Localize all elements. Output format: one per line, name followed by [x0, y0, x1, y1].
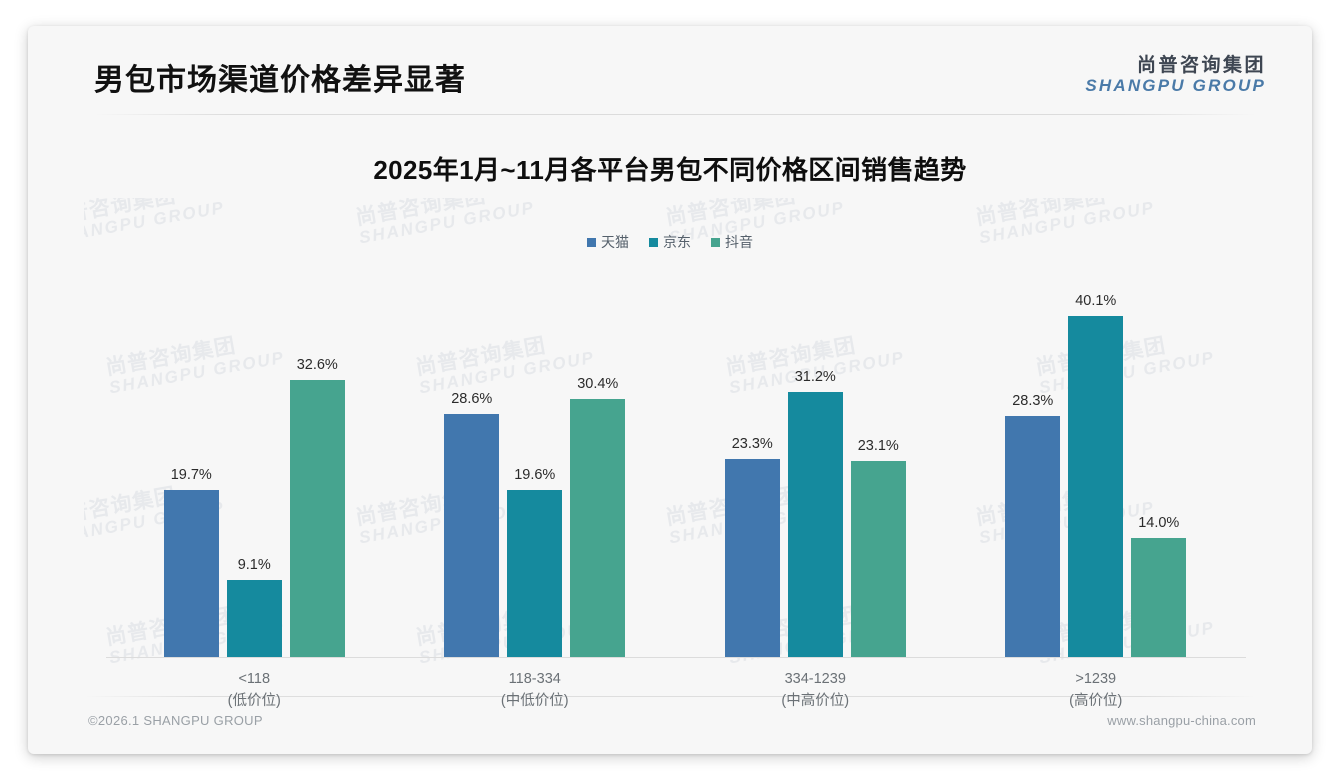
legend-item-京东[interactable]: 京东: [649, 232, 691, 252]
bar-rect[interactable]: [850, 460, 906, 657]
legend-swatch-icon: [587, 237, 596, 247]
brand-name-en: SHANGPU GROUP: [1085, 75, 1266, 95]
bar-group->1239: 28.3% 40.1% 14.0%: [956, 257, 1237, 657]
bar-value-label: 32.6%: [296, 356, 338, 373]
slide-header: 男包市场渠道价格差异显著 尚普咨询集团 SHANGPU GROUP: [28, 26, 1312, 115]
brand-logo: 尚普咨询集团 SHANGPU GROUP: [1085, 55, 1266, 95]
bar-rect[interactable]: [226, 579, 282, 657]
bar-京东-118-334[interactable]: 19.6%: [507, 257, 563, 657]
slide-footer: ©2026.1 SHANGPU GROUP www.shangpu-china.…: [28, 696, 1312, 754]
x-axis-line: [106, 657, 1246, 658]
x-tick-range: >1239: [1075, 671, 1117, 687]
bar-天猫-334-1239[interactable]: 23.3%: [724, 257, 780, 657]
slide-card: 男包市场渠道价格差异显著 尚普咨询集团 SHANGPU GROUP 2025年1…: [28, 26, 1312, 754]
x-tick-range: <118: [238, 671, 271, 687]
bar-rect[interactable]: [787, 391, 843, 657]
x-tick-range: 334-1239: [784, 671, 846, 687]
x-axis-tick-118-334: 118-334 (中低价位): [501, 668, 569, 713]
legend-swatch-icon: [649, 237, 658, 247]
bar-rect[interactable]: [507, 490, 563, 657]
bar-抖音->1239[interactable]: 14.0%: [1131, 257, 1187, 657]
bar-value-label: 19.6%: [514, 467, 556, 484]
bar-value-label: 9.1%: [237, 556, 271, 573]
bar-抖音-118-334[interactable]: 30.4%: [570, 257, 626, 657]
legend-label: 京东: [663, 234, 691, 250]
x-axis-tick-<118: <118 (低价位): [228, 668, 281, 713]
bar-京东->1239[interactable]: 40.1%: [1068, 257, 1124, 657]
footer-website[interactable]: www.shangpu-china.com: [1107, 713, 1256, 728]
bar-value-label: 30.4%: [577, 375, 619, 392]
bar-group-118-334: 28.6% 19.6% 30.4%: [395, 257, 676, 657]
legend-item-抖音[interactable]: 抖音: [711, 232, 753, 252]
bar-group-334-1239: 23.3% 31.2% 23.1%: [675, 257, 956, 657]
bar-value-label: 14.0%: [1138, 515, 1180, 531]
x-tick-sublabel: (高价位): [1069, 693, 1123, 710]
bar-抖音-334-1239[interactable]: 23.1%: [850, 257, 906, 657]
bar-天猫-118-334[interactable]: 28.6%: [444, 257, 500, 657]
chart-plot-area: 19.7% 9.1% 32.6% 28.6% 19.6% 30.4% 23.3% 31.2% 2…: [84, 198, 1256, 658]
x-tick-sublabel: (中高价位): [781, 693, 850, 710]
x-axis-labels: <118 (低价位) 118-334 (中低价位) 334-1239 (中高价位) >123…: [84, 660, 1256, 714]
legend-item-天猫[interactable]: 天猫: [587, 232, 629, 252]
chart-legend: 天猫 京东 抖音: [84, 232, 1256, 252]
footer-copyright: ©2026.1 SHANGPU GROUP: [88, 713, 263, 728]
bar-rect[interactable]: [724, 458, 780, 657]
legend-swatch-icon: [711, 237, 720, 247]
bar-rect[interactable]: [163, 489, 219, 657]
bar-group-<118: 19.7% 9.1% 32.6%: [114, 257, 395, 657]
bar-chart: 尚普咨询集团 SHANGPU GROUP 尚普咨询集团 SHANGPU GROUP 尚普…: [84, 198, 1256, 709]
bar-rect[interactable]: [1068, 316, 1124, 657]
bar-value-label: 19.7%: [170, 466, 212, 483]
bar-rect[interactable]: [1005, 416, 1061, 657]
bar-rect[interactable]: [1131, 538, 1187, 657]
bar-value-label: 31.2%: [794, 368, 836, 385]
page-title: 男包市场渠道价格差异显著: [94, 64, 466, 97]
x-tick-sublabel: (中低价位): [500, 693, 569, 710]
brand-name-cn: 尚普咨询集团: [1136, 55, 1266, 76]
x-tick-sublabel: (低价位): [227, 693, 281, 710]
bar-value-label: 28.3%: [1012, 393, 1054, 410]
x-axis-tick-334-1239: 334-1239 (中高价位): [781, 668, 849, 713]
legend-label: 天猫: [601, 234, 629, 250]
bar-rect[interactable]: [444, 413, 500, 657]
legend-label: 抖音: [725, 234, 753, 250]
bar-rect[interactable]: [570, 398, 626, 657]
x-axis-tick->1239: >1239 (高价位): [1069, 668, 1122, 713]
bar-value-label: 23.3%: [731, 435, 773, 452]
bar-京东-334-1239[interactable]: 31.2%: [787, 257, 843, 657]
bar-value-label: 23.1%: [857, 437, 899, 454]
chart-title: 2025年1月~11月各平台男包不同价格区间销售趋势: [373, 155, 967, 185]
bar-rect[interactable]: [289, 379, 345, 657]
bar-天猫-<118[interactable]: 19.7%: [163, 257, 219, 657]
bar-抖音-<118[interactable]: 32.6%: [289, 257, 345, 657]
bar-天猫->1239[interactable]: 28.3%: [1005, 257, 1061, 657]
bar-京东-<118[interactable]: 9.1%: [226, 257, 282, 657]
bar-value-label: 40.1%: [1075, 293, 1117, 310]
x-tick-range: 118-334: [508, 671, 561, 687]
bar-value-label: 28.6%: [451, 390, 493, 407]
